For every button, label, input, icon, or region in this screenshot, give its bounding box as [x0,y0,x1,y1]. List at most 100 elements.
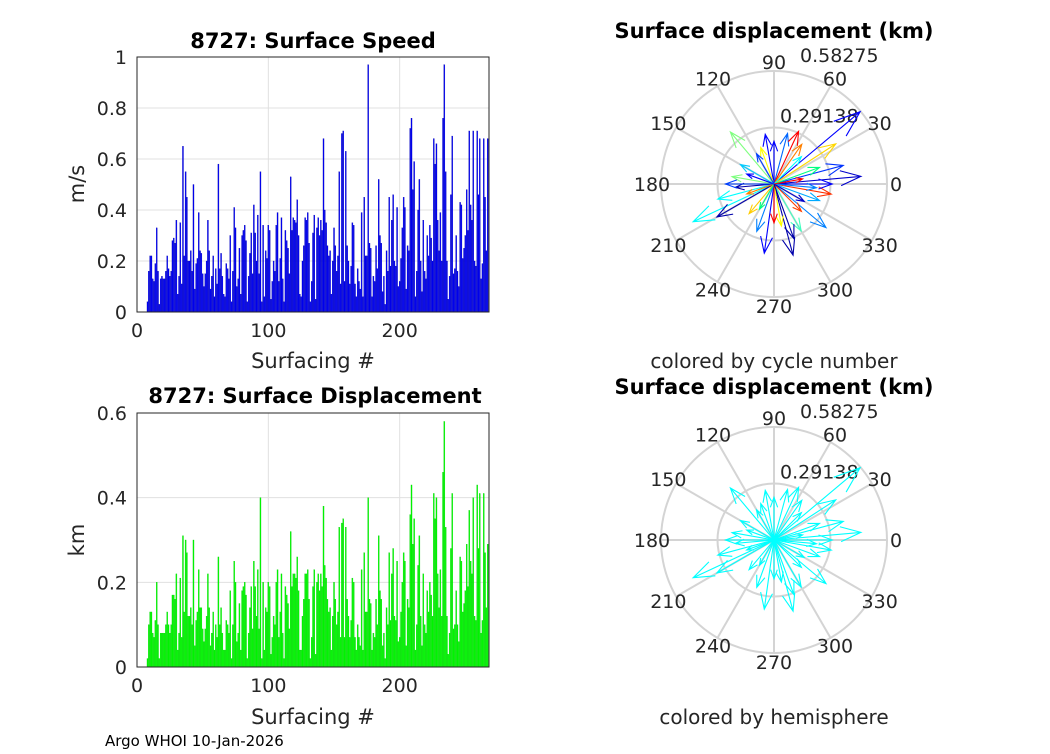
speed-bar [359,288,361,313]
displacement-bar [397,641,400,668]
displacement-bar [270,654,272,668]
speed-chart-title: 8727: Surface Speed [190,29,436,53]
displacement-bar [459,556,461,668]
displacement-bar [351,577,354,668]
compass-bottom-displacement-arrow [745,529,775,541]
displacement-bar [173,594,175,668]
displacement-bar [376,624,379,668]
displacement-bar [203,641,205,668]
displacement-bar [307,569,309,668]
displacement-bar [253,561,255,668]
speed-bar [301,260,304,313]
speed-bar [384,304,386,313]
speed-y-tick-label: 0.2 [97,251,127,273]
displacement-bar [448,632,451,668]
speed-bar [178,276,180,313]
displacement-bar [178,632,180,668]
speed-bar [435,143,438,313]
displacement-bar [213,649,216,668]
displacement-bar [350,620,352,668]
speed-bar [208,250,210,313]
speed-bar [188,260,191,313]
displacement-bar [192,539,195,668]
displacement-bar [468,510,470,668]
speed-bar [312,232,314,313]
displacement-bar [427,611,430,668]
speed-bar [162,278,164,313]
speed-bar [397,286,400,313]
speed-bar [228,278,230,313]
speed-bar [422,220,425,313]
compass-top-displacement-arrow [760,146,775,185]
compass-top-caption: colored by cycle number [650,349,898,373]
speed-bar [195,263,197,313]
compass-bottom-displacement-arrow [773,539,803,569]
displacement-bar [368,599,371,668]
speed-bar [337,255,339,313]
speed-x-tick-label: 100 [250,320,286,342]
speed-bar [476,130,478,313]
displacement-bar [392,548,394,668]
displacement-bar [467,586,469,668]
speed-bar [368,242,371,313]
speed-bar [261,301,263,313]
compass-bottom-angle-label: 120 [695,424,731,446]
speed-bar [473,260,476,313]
compass-top-radius-label: 0.58275 [800,45,879,67]
speed-bar [393,260,396,313]
displacement-bar [226,624,229,668]
displacement-bar [438,607,440,668]
speed-bar [154,263,157,313]
displacement-bar [346,599,348,668]
displacement-bar [384,658,386,668]
compass-top-displacement-arrow [716,183,775,201]
speed-bar [447,299,449,313]
speed-bar [234,227,237,313]
speed-bar [442,118,444,313]
speed-bar [270,299,272,313]
displacement-bar [221,632,224,668]
displacement-bar [268,586,271,668]
compass-bottom-displacement-arrow [755,508,775,541]
displacement-bar [240,649,242,668]
displacement-bar [443,421,446,668]
displacement-bar [219,624,221,668]
speed-bar [198,212,200,313]
compass-top-angle-label: 150 [650,113,686,135]
displacement-bar [224,649,226,668]
compass-top-displacement-arrow [773,131,790,185]
compass-bottom-spoke [773,482,873,541]
compass-bottom-radius-label: 0.58275 [800,401,879,423]
speed-bar [349,283,351,313]
compass-top-spoke [773,85,832,185]
speed-y-tick-label: 0 [115,302,127,324]
speed-bar [224,296,226,313]
speed-bar [240,293,242,313]
displacement-y-label: km [65,524,89,557]
displacement-bar [416,624,418,668]
speed-bar [364,255,367,313]
speed-bar [485,250,488,313]
displacement-bar [458,641,460,668]
displacement-bar [326,599,329,668]
speed-bar [459,202,461,313]
displacement-bar [355,649,358,668]
displacement-bar [464,590,467,668]
speed-bar [362,296,364,313]
speed-bar [307,212,309,313]
displacement-bar [208,607,210,668]
speed-bar [366,255,368,313]
speed-bar [334,245,337,313]
displacement-bar [196,611,199,668]
displacement-bar [244,582,246,668]
displacement-bar [375,599,377,668]
displacement-bar [349,637,351,668]
speed-bar [245,240,247,313]
compass-top-displacement-arrow [762,132,775,185]
displacement-bar [383,632,385,668]
compass-bottom-displacement-arrow [715,539,775,574]
displacement-bar [462,611,464,668]
speed-bar [429,225,431,313]
compass-top-displacement-arrow [760,183,775,255]
speed-bar [412,189,414,313]
